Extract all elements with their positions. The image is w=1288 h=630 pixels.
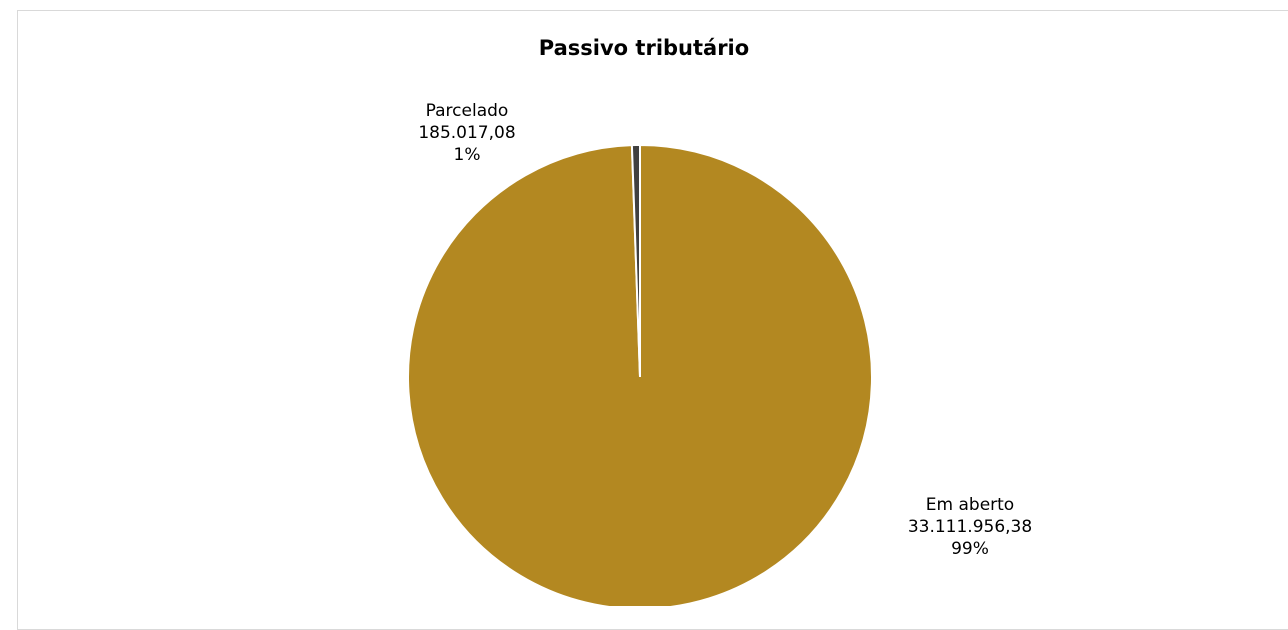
chart-title: Passivo tributário <box>538 36 750 60</box>
data-label-em-aberto-value: 33.111.956,38 <box>908 517 1032 537</box>
data-label-em-aberto-percent: 99% <box>951 539 989 559</box>
pie-slices <box>407 143 873 606</box>
data-label-parcelado-value: 185.017,08 <box>418 123 515 143</box>
pie-data-labels: Parcelado 185.017,08 1% Em aberto 33.111… <box>418 101 1032 559</box>
data-label-em-aberto-name: Em aberto <box>926 495 1014 515</box>
data-label-parcelado-name: Parcelado <box>426 101 509 121</box>
pie-chart: Parcelado 185.017,08 1% Em aberto 33.111… <box>407 101 1032 606</box>
pie-slice-parcelado <box>630 143 641 378</box>
data-label-parcelado-percent: 1% <box>454 145 481 165</box>
